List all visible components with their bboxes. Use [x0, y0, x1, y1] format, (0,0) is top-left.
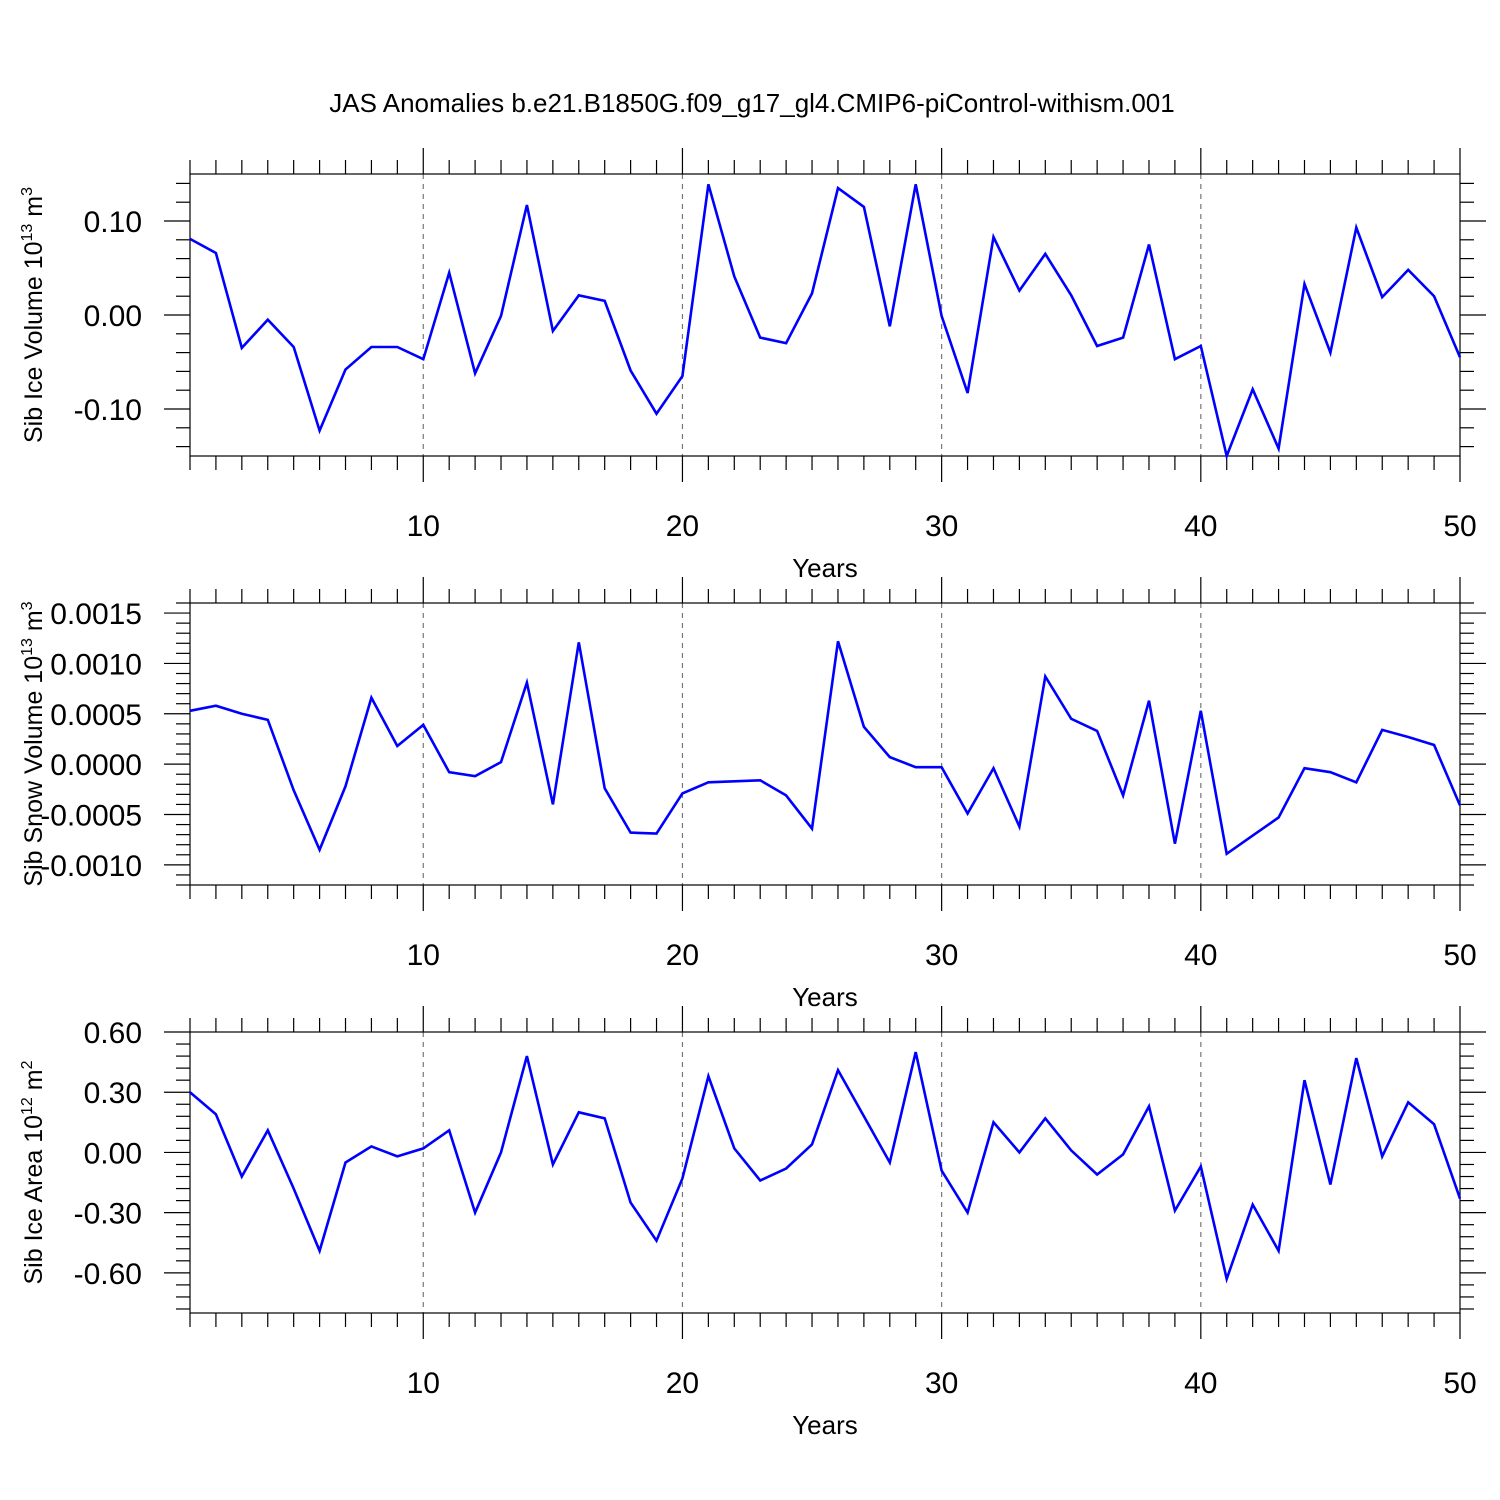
panel-3: 10 20 30 40 50 -0.60 -0.30 0.00 0.30 0.60 Years Sib… [19, 1006, 1486, 1440]
y-axis-label-unit-exponent: 3 [19, 601, 36, 610]
y-axis-label-exponent: 13 [19, 638, 36, 656]
ytick-label: 0.0015 [50, 598, 142, 631]
y-axis-label-exponent: 12 [19, 1097, 36, 1115]
x-axis-label: Years [792, 982, 858, 1012]
ytick-label: 0.0010 [50, 648, 142, 681]
series-line-1 [189, 640, 1462, 857]
ytick-label: 0.0005 [50, 699, 142, 732]
y-axis-label-text: Sib Ice Area 10 [20, 1115, 48, 1285]
x-axis-label: Years [792, 553, 858, 583]
plot-frame [189, 173, 1461, 457]
xtick-label: 20 [666, 1367, 699, 1400]
y-axis-label-text: Sib Ice Volume 10 [20, 241, 48, 443]
ytick-label: -0.0005 [40, 800, 142, 833]
xtick-label: 50 [1443, 939, 1476, 972]
y-axis-label: Sib Ice Volume 1013 m3 [19, 187, 48, 443]
y-axis-label-unit: m [20, 196, 48, 224]
xtick-label: 10 [407, 510, 440, 543]
ytick-label: -0.0010 [40, 850, 142, 883]
xtick-label: 10 [407, 939, 440, 972]
y-axis-label-exponent: 13 [19, 224, 36, 242]
xtick-label: 50 [1443, 1367, 1476, 1400]
ytick-label: 0.0000 [50, 749, 142, 782]
ytick-label: 0.00 [84, 300, 142, 333]
y-axis-label-unit-exponent: 2 [19, 1060, 36, 1069]
ytick-label: -0.30 [74, 1198, 142, 1231]
ytick-label: -0.60 [74, 1258, 142, 1291]
y-axis-label-text: Sib Snow Volume 10 [20, 656, 48, 887]
series-line-1 [189, 1051, 1462, 1284]
y-axis-label-unit-exponent: 3 [19, 187, 36, 196]
y-axis-label: Sib Ice Area 1012 m2 [19, 1060, 48, 1284]
y-axis-label-unit: m [20, 610, 48, 638]
xtick-label: 30 [925, 1367, 958, 1400]
xtick-label: 30 [925, 939, 958, 972]
y-axis-label-unit: m [20, 1069, 48, 1097]
ytick-label: 0.30 [84, 1077, 142, 1110]
xtick-label: 40 [1184, 510, 1217, 543]
xtick-label: 40 [1184, 1367, 1217, 1400]
panel-2: 10 20 30 40 50 -0.0010 -0.0005 0.0000 0.0005 0.00… [19, 577, 1486, 1012]
y-axis-label: Sib Snow Volume 1013 m3 [19, 601, 48, 886]
series-line-1 [189, 183, 1462, 461]
chart-panels: 10 20 30 40 50 -0.10 0.00 0.10 Years Sib Ice Volu… [19, 148, 1486, 1440]
xtick-label: 20 [666, 939, 699, 972]
chart-title: JAS Anomalies b.e21.B1850G.f09_g17_gl4.C… [329, 88, 1174, 118]
xtick-label: 10 [407, 1367, 440, 1400]
x-axis-label: Years [792, 1410, 858, 1440]
ytick-label: 0.10 [84, 206, 142, 239]
ytick-label: 0.00 [84, 1137, 142, 1170]
ytick-label: -0.10 [74, 394, 142, 427]
ytick-label: 0.60 [84, 1017, 142, 1050]
plot-frame [189, 602, 1461, 886]
plot-frame [189, 1031, 1461, 1314]
panel-1: 10 20 30 40 50 -0.10 0.00 0.10 Years Sib Ice Volu… [19, 148, 1486, 583]
xtick-label: 20 [666, 510, 699, 543]
xtick-label: 30 [925, 510, 958, 543]
xtick-label: 50 [1443, 510, 1476, 543]
xtick-label: 40 [1184, 939, 1217, 972]
